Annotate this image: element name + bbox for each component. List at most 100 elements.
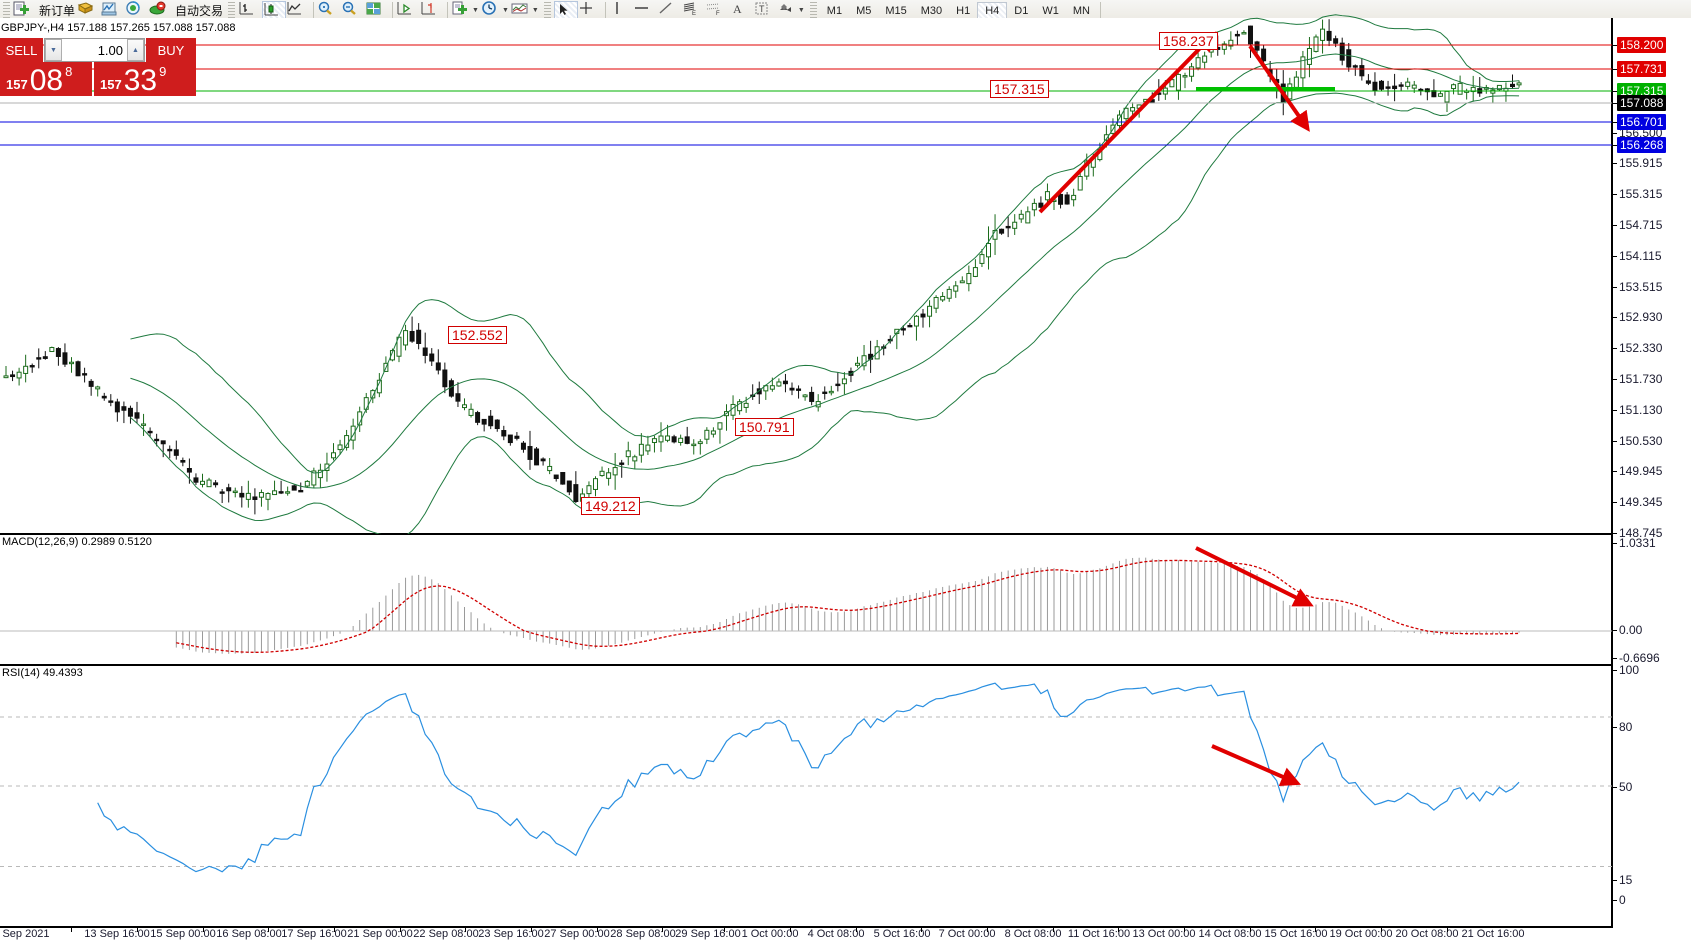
new-order-label[interactable]: 新订单 (39, 4, 76, 18)
tab-timeframe-h4[interactable]: H4 (977, 1, 1008, 20)
bar-chart-icon[interactable] (238, 1, 262, 20)
indicator-tick (1613, 787, 1617, 788)
label-icon[interactable]: T (753, 1, 777, 20)
time-tick-label: 17 Sep 16:00 (281, 928, 347, 940)
price-tick-label: 149.345 (1619, 495, 1663, 509)
time-separator (1447, 927, 1448, 932)
toolbar-grip-2[interactable] (228, 2, 236, 19)
time-separator (137, 927, 138, 932)
line-chart-icon[interactable] (286, 1, 310, 20)
grid-icon[interactable] (365, 1, 389, 20)
toolbar-grip[interactable] (3, 2, 10, 19)
tab-timeframe-m15[interactable]: M15 (885, 4, 907, 17)
chevron-down-icon-4[interactable]: ▼ (797, 7, 805, 14)
tab-timeframe-mn[interactable]: MN (1072, 4, 1090, 17)
price-tick-label: 149.945 (1619, 464, 1663, 478)
indicator-tick-label: 100 (1619, 663, 1640, 677)
expert-advisor-icon[interactable] (77, 1, 101, 20)
symbol-ohlc-label: GBPJPY-,H4 157.188 157.265 157.088 157.0… (1, 22, 236, 34)
macd-canvas (0, 546, 1612, 654)
trendline-icon[interactable] (657, 1, 681, 20)
new-order-icon[interactable] (13, 1, 37, 20)
tab-timeframe-d1[interactable]: D1 (1014, 4, 1029, 17)
price-tag[interactable]: 157.731 (1617, 61, 1667, 77)
price-tick (1613, 145, 1617, 146)
tab-timeframe-m30[interactable]: M30 (920, 4, 943, 17)
candlestick-chart-icon[interactable] (262, 1, 287, 20)
sell-price-display[interactable]: 157 08 8 (0, 62, 92, 96)
price-tag[interactable]: 156.701 (1617, 114, 1667, 130)
sell-button[interactable]: SELL (0, 38, 43, 62)
buy-button[interactable]: BUY (146, 38, 196, 62)
time-tick-label: 4 Oct 08:00 (807, 928, 865, 940)
market-watch-icon[interactable] (101, 1, 125, 20)
zoom-out-icon[interactable] (341, 1, 365, 20)
indicators-icon[interactable] (451, 1, 475, 20)
price-tag[interactable]: 156.268 (1617, 137, 1667, 153)
chart-shift-icon[interactable] (420, 1, 444, 20)
svg-text:E: E (692, 11, 696, 17)
terminal-icon[interactable] (149, 1, 173, 20)
price-tick (1613, 502, 1617, 503)
chevron-down-icon-2[interactable]: ▼ (501, 7, 509, 14)
price-axis[interactable]: 158.200157.731157.315157.088156.701156.5… (1612, 18, 1691, 927)
price-tick (1613, 69, 1617, 70)
volume-increment[interactable]: ▲ (127, 39, 144, 61)
tab-timeframe-w1[interactable]: W1 (1042, 4, 1059, 17)
period-icon[interactable] (481, 1, 505, 20)
time-separator (1250, 927, 1251, 932)
rsi-pane[interactable]: RSI(14) 49.4393 (0, 665, 1612, 927)
volume-input[interactable]: 1.00 (97, 42, 123, 58)
buy-price-display[interactable]: 157 33 9 (94, 62, 196, 96)
macd-pane[interactable]: MACD(12,26,9) 0.2989 0.5120 (0, 534, 1612, 665)
volume-decrement[interactable]: ▼ (45, 39, 62, 61)
time-tick-label: 1 Oct 00:00 (741, 928, 799, 940)
time-axis[interactable]: Sep 2021 13 Sep 16:00 15 Sep 00:00 16 Sep 0… (0, 927, 1691, 942)
buy-price-prefix: 157 (100, 77, 122, 92)
one-click-trading-panel[interactable]: SELL ▼ 1.00 ▲ BUY 157 08 8 157 33 9 (0, 38, 196, 96)
toolbar-grip-3[interactable] (543, 2, 551, 19)
time-tick-label: Sep 2021 (2, 928, 50, 940)
price-tick-label: 153.515 (1619, 280, 1663, 294)
channel-icon[interactable]: F (705, 1, 729, 20)
toolbar-grip-4[interactable] (809, 2, 817, 19)
templates-icon[interactable] (511, 1, 535, 20)
indicator-tick (1613, 630, 1617, 631)
volume-stepper[interactable]: ▼ 1.00 ▲ (44, 38, 145, 62)
time-tick-label: 28 Sep 08:00 (610, 928, 676, 940)
price-tag[interactable]: 157.088 (1617, 95, 1667, 111)
vline-icon[interactable] (609, 1, 633, 20)
sell-price-prefix: 157 (6, 77, 28, 92)
main-chart-pane[interactable] (0, 14, 1612, 538)
price-tag[interactable]: 158.200 (1617, 37, 1667, 53)
macd-down-arrow (1195, 546, 1314, 607)
time-separator (334, 927, 335, 932)
rsi-down-arrow (1211, 744, 1302, 786)
time-separator (203, 927, 204, 932)
chevron-down-icon[interactable]: ▼ (472, 7, 479, 14)
price-tick-label: 155.315 (1619, 187, 1663, 201)
objects-icon[interactable] (777, 1, 801, 20)
tab-timeframe-m5[interactable]: M5 (856, 4, 872, 17)
zoom-in-icon[interactable] (317, 1, 341, 20)
price-tick (1613, 317, 1617, 318)
time-tick-label: 23 Sep 16:00 (478, 928, 544, 940)
time-tick-label: 7 Oct 00:00 (938, 928, 996, 940)
price-tick (1613, 194, 1617, 195)
tab-timeframe-h1[interactable]: H1 (956, 4, 971, 17)
svg-text:F: F (716, 11, 720, 17)
chevron-down-icon-3[interactable]: ▼ (531, 7, 539, 14)
auto-scroll-icon[interactable] (396, 1, 420, 20)
indicator-tick-label: -0.6696 (1619, 651, 1660, 665)
tab-timeframe-m1[interactable]: M1 (826, 4, 843, 17)
indicator-tick-label: 50 (1619, 780, 1633, 794)
autotrade-label[interactable]: 自动交易 (175, 4, 224, 18)
navigator-icon[interactable] (125, 1, 149, 20)
svg-text:A: A (733, 2, 742, 16)
time-tick-label: 15 Oct 16:00 (1264, 928, 1328, 940)
hline-icon[interactable] (633, 1, 657, 20)
fibo-icon[interactable]: E (681, 1, 705, 20)
time-tick-label: 13 Sep 16:00 (84, 928, 150, 940)
crosshair-icon[interactable] (578, 1, 602, 20)
text-icon[interactable]: A (729, 1, 753, 20)
